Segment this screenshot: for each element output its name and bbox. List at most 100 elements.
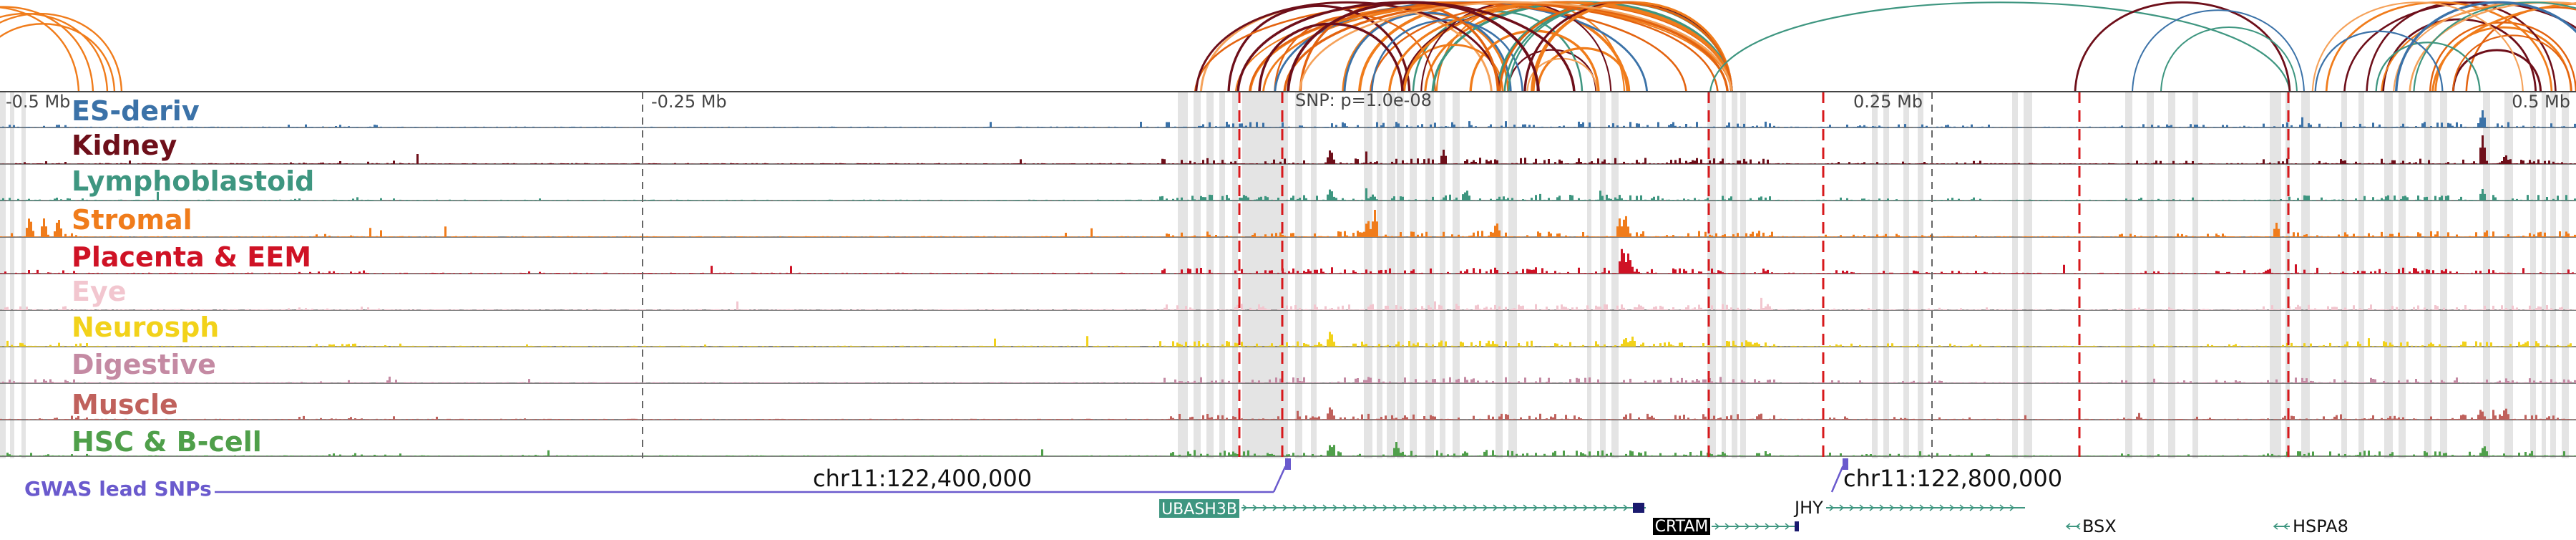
gwas-snp-marker-2: [1843, 458, 1848, 470]
highlight-region: [1425, 92, 1434, 458]
highlight-region: [1178, 92, 1188, 458]
highlight-region: [2192, 92, 2198, 458]
interaction-arc: [1370, 19, 1524, 92]
interaction-arc: [1387, 1, 1733, 92]
interaction-arc: [0, 6, 80, 92]
strand-chevron: [1252, 504, 1258, 511]
interaction-arc: [2160, 26, 2298, 92]
strand-chevron: [1523, 504, 1528, 511]
highlight-region: [1311, 92, 1317, 458]
strand-chevron: [1553, 504, 1558, 511]
signal-track-4: [0, 249, 2576, 274]
strand-chevron: [1765, 523, 1770, 530]
interaction-arc: [2451, 49, 2542, 92]
strand-chevron: [1392, 504, 1398, 511]
highlight-region: [1410, 92, 1417, 458]
interaction-arc: [2382, 18, 2537, 92]
track-labels: ES-deriv Kidney Lymphoblastoid Stromal P…: [72, 95, 314, 458]
highlight-region: [1732, 92, 1737, 458]
track-label-placenta-eem: Placenta & EEM: [72, 241, 311, 273]
highlight-region: [2424, 92, 2431, 458]
highlight-region: [1918, 92, 1923, 458]
strand-chevron: [1583, 504, 1589, 511]
tick-label--0.25mb: -0.25 Mb: [651, 92, 727, 112]
gene-track: UBASH3B CRTAM JHY BSX: [1159, 498, 2348, 536]
interaction-arc: [1195, 1, 1501, 92]
gene-hspa8: HSPA8: [2273, 516, 2348, 536]
gene-jhy: JHY: [1793, 498, 2025, 518]
strand-chevron: [1402, 504, 1408, 511]
signal-area: [0, 110, 2576, 127]
strand-chevron: [2009, 504, 2015, 511]
highlight-region: [1387, 92, 1395, 458]
highlight-region: [2530, 92, 2536, 458]
strand-chevron: [1382, 504, 1388, 511]
strand-chevron: [1312, 504, 1318, 511]
strand-chevron: [1513, 504, 1518, 511]
highlight-region: [1377, 92, 1382, 458]
strand-chevron: [1493, 504, 1498, 511]
track-label-kidney: Kidney: [72, 130, 177, 161]
strand-chevron: [1292, 504, 1298, 511]
highlight-region: [21, 92, 26, 458]
gene-bsx-label: BSX: [2082, 516, 2117, 536]
interaction-arc: [2429, 21, 2576, 92]
strand-chevron: [1332, 504, 1338, 511]
highlight-region: [1707, 92, 1716, 458]
highlight-region: [2270, 92, 2281, 458]
track-label-hsc-bcell: HSC & B-cell: [72, 426, 262, 458]
gwas-track-label: GWAS lead SNPs: [24, 477, 212, 501]
highlight-region: [2285, 92, 2290, 458]
interaction-arc: [2311, 1, 2524, 92]
signal-track-8: [0, 407, 2576, 420]
highlight-region: [1496, 92, 1503, 458]
highlight-region: [1242, 92, 1288, 458]
interaction-arc: [2366, 1, 2557, 92]
gene-crtam-exon: [1795, 521, 1799, 531]
interaction-arc: [0, 6, 94, 92]
strand-chevron: [1322, 504, 1328, 511]
strand-chevron: [2273, 523, 2278, 530]
track-label-neurosph: Neurosph: [72, 312, 219, 343]
interaction-arc: [1274, 1, 1649, 92]
highlight-region: [2550, 92, 2556, 458]
interaction-arc: [1194, 1, 1687, 92]
strand-chevron: [1909, 504, 1915, 511]
strand-chevron: [1262, 504, 1268, 511]
strand-chevron: [1869, 504, 1875, 511]
interaction-arc: [1402, 44, 1504, 92]
interaction-arc: [2375, 42, 2481, 92]
interaction-arc: [2132, 9, 2305, 92]
strand-chevron: [1929, 504, 1935, 511]
gene-ubash3b-label: UBASH3B: [1161, 501, 1237, 519]
highlight-region: [2341, 92, 2347, 458]
signal-track-5: [0, 297, 2576, 311]
strand-chevron: [1785, 523, 1790, 530]
strand-chevron: [1829, 504, 1835, 511]
strand-chevron: [1563, 504, 1568, 511]
track-label-eye: Eye: [72, 276, 127, 307]
strand-chevron: [1242, 504, 1248, 511]
strand-chevron: [1839, 504, 1845, 511]
coordinate-label-1: chr11:122,400,000: [813, 465, 1032, 492]
signal-area: [0, 249, 2576, 274]
interaction-arc: [1536, 47, 1631, 92]
strand-chevron: [1939, 504, 1945, 511]
interaction-arc: [2343, 1, 2576, 92]
tick-label-0.5mb: 0.5 Mb: [2512, 92, 2570, 112]
strand-chevron: [1352, 504, 1358, 511]
highlight-region: [2542, 92, 2546, 458]
tick-label--0.5mb: -0.5 Mb: [6, 92, 70, 112]
gene-crtam: CRTAM: [1653, 518, 1799, 536]
strand-chevron: [2065, 523, 2071, 530]
gene-ubash3b-exon: [1633, 503, 1644, 513]
gene-jhy-label: JHY: [1793, 498, 1823, 518]
strand-chevron: [1959, 504, 1965, 511]
strand-chevron: [1603, 504, 1609, 511]
gene-ubash3b-label-box: [1159, 499, 1239, 518]
strand-chevron: [1889, 504, 1895, 511]
strand-chevron: [1879, 504, 1885, 511]
interaction-arc: [2452, 34, 2572, 92]
strand-chevron: [1413, 504, 1418, 511]
